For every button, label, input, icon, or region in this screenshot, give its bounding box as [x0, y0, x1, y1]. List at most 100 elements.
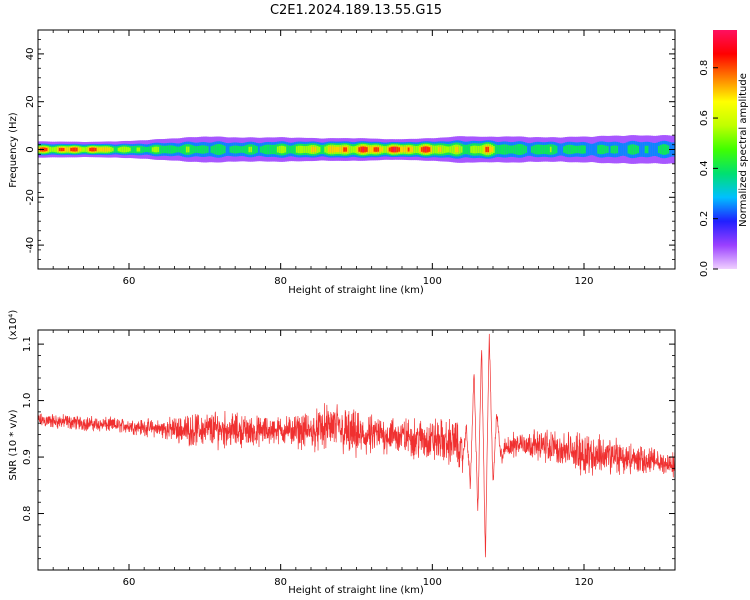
heatmap-cell-876 [432, 145, 435, 154]
heatmap-cell-367 [204, 145, 208, 154]
heatmap-cell-803 [405, 146, 409, 153]
heatmap-cell-499 [286, 144, 289, 155]
heatmap-cell-444 [254, 145, 257, 154]
heatmap-cell-940 [460, 146, 464, 153]
heatmap-cell-473 [273, 144, 276, 155]
heatmap-cell-187 [104, 147, 107, 152]
heatmap-cell-72 [62, 147, 66, 152]
heatmap-cell-1243 [654, 143, 657, 156]
heatmap-cell-980 [481, 145, 485, 154]
heatmap-cell-41 [51, 147, 54, 152]
heatmap-cell-757 [390, 146, 394, 153]
heatmap-cell-1087 [542, 145, 545, 154]
heatmap-cell-424 [242, 145, 246, 154]
heatmap-cell-1159 [591, 143, 595, 156]
heatmap-cell-1023 [500, 144, 504, 155]
heatmap-cell-167 [96, 147, 100, 152]
heatmap-cell-722 [377, 147, 380, 152]
heatmap-cell-1175 [602, 145, 606, 154]
heatmap-cell-1254 [661, 144, 665, 155]
heatmap-cell-449 [257, 143, 261, 156]
heatmap-cell-484 [278, 145, 282, 154]
snr-ticks: 60 80 100 120 0.8 0.9 1.0 1.1 [22, 330, 676, 588]
heatmap-cell-121 [79, 147, 83, 152]
heatmap-cell-37 [49, 146, 52, 153]
heatmap-cell-991 [485, 146, 488, 153]
heatmap-cell-430 [246, 144, 250, 155]
heatmap-cell-745 [386, 147, 390, 152]
heatmap-cell-290 [157, 146, 160, 153]
heatmap-cell-1251 [659, 144, 663, 155]
heatmap-cell-922 [453, 144, 456, 155]
heatmap-cell-1139 [576, 145, 579, 154]
heatmap-cell-1100 [549, 146, 553, 153]
heatmap-cell-645 [350, 146, 354, 153]
heatmap-cell-223 [121, 146, 124, 153]
colorbar-tick-label-0: 0.0 [699, 261, 710, 277]
heatmap-cell-398 [225, 143, 229, 156]
heatmap-cell-946 [464, 144, 468, 155]
heatmap-cell-1035 [508, 145, 511, 154]
colorbar-scale [713, 30, 737, 269]
heatmap-cell-716 [375, 147, 378, 152]
heatmap-cell-317 [174, 146, 177, 153]
heatmap-cell-201 [110, 147, 113, 152]
heatmap-cell-336 [185, 146, 189, 153]
heatmap-cell-28 [45, 147, 49, 152]
heatmap-cell-415 [237, 145, 240, 154]
heatmap-cell-1109 [555, 145, 559, 154]
heatmap-cell-364 [202, 145, 206, 154]
heatmap-cell-271 [147, 146, 151, 153]
heatmap-cell-242 [130, 146, 134, 153]
heatmap-cell-496 [284, 146, 287, 153]
heatmap-cell-1214 [631, 144, 634, 155]
heatmap-cell-1217 [633, 144, 636, 155]
heatmap-cell-519 [297, 145, 301, 154]
heatmap-cell-409 [233, 145, 236, 154]
heatmap-cell-732 [381, 147, 384, 152]
heatmap-cell-777 [396, 146, 399, 153]
heatmap-cell-1041 [511, 145, 515, 154]
heatmap-cell-182 [102, 147, 105, 152]
heatmap-cell-1081 [538, 144, 541, 155]
heatmap-cell-580 [326, 145, 329, 154]
heatmap-cell-259 [140, 145, 143, 154]
heatmap-cell-1260 [665, 144, 669, 155]
heatmap-cell-898 [441, 145, 445, 154]
heatmap-cell-932 [456, 146, 460, 153]
heatmap-cell-670 [360, 146, 363, 153]
heatmap-cell-370 [206, 146, 210, 153]
heatmap-cell-406 [231, 145, 234, 154]
heatmap-cell-553 [312, 146, 316, 153]
snr-ytick-label-0: 0.8 [22, 506, 33, 522]
heatmap-cell-396 [223, 145, 227, 154]
heatmap-cell-172 [98, 147, 102, 152]
heatmap-cell-1136 [574, 145, 578, 154]
heatmap-cell-1111 [557, 143, 560, 156]
heatmap-cell-372 [208, 142, 212, 157]
snr-xtick-label-3: 120 [574, 577, 593, 588]
heatmap-cell-286 [155, 146, 159, 153]
heatmap-cell-45 [53, 147, 56, 152]
heatmap-cell-788 [400, 146, 403, 153]
heatmap-cell-842 [420, 147, 424, 152]
heatmap-cell-461 [265, 144, 268, 155]
heatmap-cell-683 [364, 146, 367, 153]
heatmap-cell-1069 [530, 146, 534, 153]
heatmap-cell-235 [127, 147, 130, 152]
heatmap-cell-308 [168, 145, 172, 154]
heatmap-cell-1059 [523, 145, 526, 154]
heatmap-cell-192 [106, 147, 109, 152]
heatmap-cell-1032 [506, 144, 509, 155]
heatmap-cell-736 [383, 146, 386, 153]
heatmap-cell-985 [483, 146, 487, 153]
heatmap-cell-1121 [565, 145, 568, 154]
heatmap-cell-1263 [667, 145, 670, 154]
heatmap-cell-1181 [606, 146, 610, 153]
heatmap-cell-590 [329, 146, 333, 153]
heatmap-cell-677 [362, 147, 365, 152]
heatmap-cell-861 [426, 146, 430, 153]
heatmap-cell-819 [411, 146, 414, 153]
heatmap-cell-293 [159, 145, 162, 154]
heatmap-cell-910 [447, 146, 450, 153]
